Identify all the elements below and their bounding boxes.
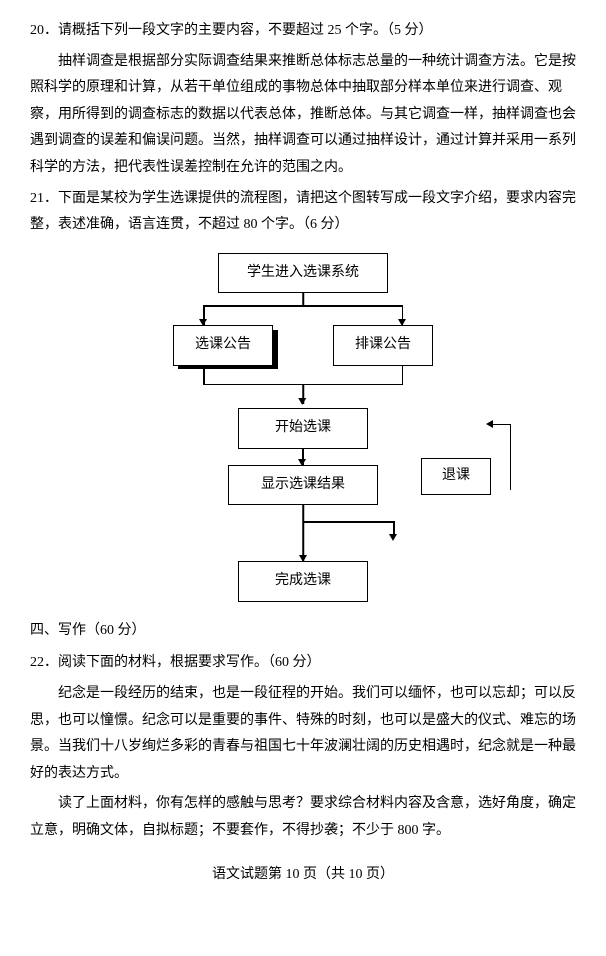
q20-body: 抽样调查是根据部分实际调查结果来推断总体标志总量的一种统计调查方法。它是按照科学… <box>30 49 576 182</box>
flow-merge <box>163 366 443 408</box>
section-4-title: 四、写作（60 分） <box>30 618 576 645</box>
flow-node-start: 开始选课 <box>238 408 368 449</box>
flowchart: 学生进入选课系统 选课公告 排课公告 开始选课 显示选课结果 退课 完成选课 <box>30 253 576 602</box>
arrow-icon <box>302 449 304 465</box>
q21-title: 21．下面是某校为学生选课提供的流程图，请把这个图转写成一段文字介绍，要求内容完… <box>30 186 576 239</box>
q22-p1: 纪念是一段经历的结束，也是一段征程的开始。我们可以缅怀，也可以忘却；可以反思，也… <box>30 681 576 787</box>
page-footer: 语文试题第 10 页（共 10 页） <box>30 862 576 889</box>
flow-node-result: 显示选课结果 <box>228 465 378 506</box>
q22-title: 22．阅读下面的材料，根据要求写作。（60 分） <box>30 650 576 677</box>
flow-node-enter: 学生进入选课系统 <box>218 253 388 294</box>
flow-node-tuike: 退课 <box>421 458 491 495</box>
flow-node-paike-notice: 排课公告 <box>333 325 433 366</box>
flow-node-xuanke-notice: 选课公告 <box>173 325 273 366</box>
q20-title: 20．请概括下列一段文字的主要内容，不要超过 25 个字。（5 分） <box>30 18 576 45</box>
flow-node-done: 完成选课 <box>238 561 368 602</box>
q22-p2: 读了上面材料，你有怎样的感触与思考？要求综合材料内容及含意，选好角度，确定立意，… <box>30 791 576 844</box>
arrow-icon <box>486 420 493 428</box>
